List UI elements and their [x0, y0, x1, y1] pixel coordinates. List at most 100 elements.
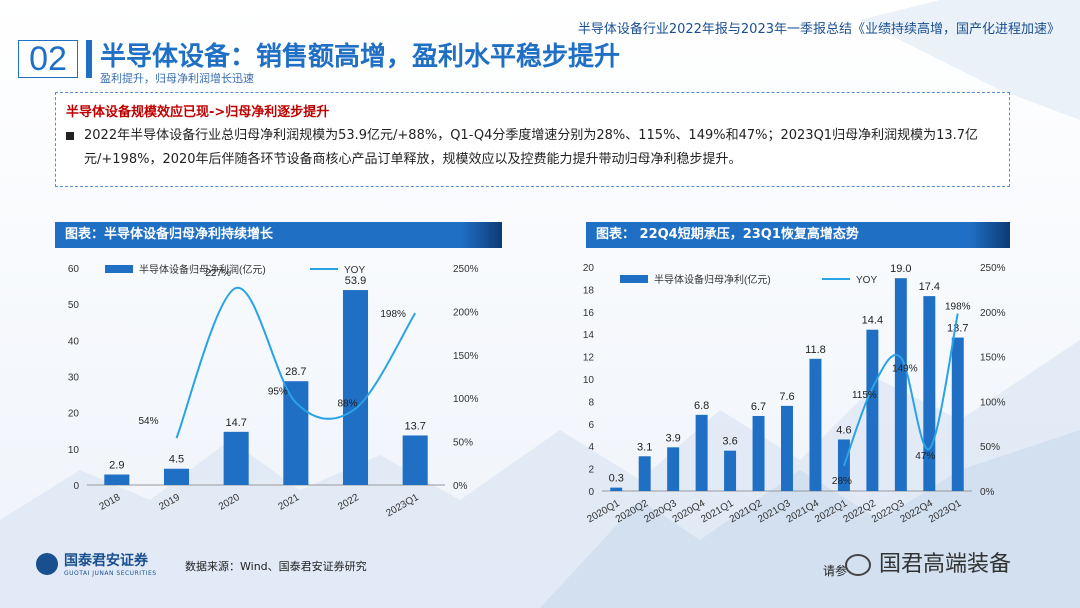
y-tick-label: 10: [583, 375, 595, 386]
y2-tick-label: 50%: [453, 438, 473, 449]
bar-value-label: 6.8: [694, 400, 709, 412]
x-tick-label: 2022: [336, 492, 361, 513]
page-title: 半导体设备：销售额高增，盈利水平稳步提升: [100, 42, 621, 72]
bar: [752, 415, 765, 491]
bar: [402, 435, 428, 485]
y-tick-label: 8: [588, 397, 594, 408]
y2-tick-label: 100%: [980, 397, 1006, 408]
y-tick-label: 50: [68, 300, 80, 311]
y2-tick-label: 200%: [453, 307, 479, 318]
yoy-value-label: 198%: [945, 302, 971, 313]
bar-value-label: 4.6: [836, 424, 851, 436]
bar: [342, 290, 369, 485]
bar: [951, 337, 964, 491]
bar-value-label: 3.9: [666, 432, 681, 444]
logo-en-text: GUOTAI JUNAN SECURITIES: [64, 570, 157, 577]
y-tick-label: 18: [583, 285, 595, 296]
y2-tick-label: 50%: [980, 442, 1000, 453]
y-tick-label: 60: [68, 264, 80, 275]
logo-cn-text: 国泰君安证券: [64, 553, 148, 569]
bar-value-label: 6.7: [751, 401, 766, 413]
yoy-value-label: 28%: [832, 476, 852, 487]
yoy-value-label: 95%: [268, 387, 288, 398]
yoy-value-label: 227%: [205, 268, 231, 279]
bar: [638, 456, 651, 491]
bar-value-label: 3.6: [722, 436, 737, 448]
bar: [223, 431, 249, 485]
left-chart-title: 图表：半导体设备归母净利持续增长: [65, 227, 274, 242]
report-title: 半导体设备行业2022年报与2023年一季报总结《业绩持续高增，国产化进程加速》: [577, 22, 1060, 37]
bar-value-label: 0.3: [609, 473, 624, 485]
x-tick-label: 2020: [217, 492, 242, 513]
bar: [809, 358, 822, 491]
yoy-value-label: 198%: [380, 309, 406, 320]
bar: [923, 296, 936, 491]
header-tail: [970, 222, 1010, 248]
bar-value-label: 2.9: [109, 460, 124, 472]
left-chart-header: 图表：半导体设备归母净利持续增长: [55, 222, 502, 248]
y-tick-label: 4: [588, 442, 594, 453]
bar: [866, 329, 879, 491]
summary-text-block: 2022年半导体设备行业总归母净利润规模为53.9亿元/+88%，Q1-Q4分季…: [66, 124, 999, 172]
bar: [610, 487, 623, 491]
x-tick-label: 2023Q1: [384, 492, 421, 520]
yoy-value-label: 149%: [892, 363, 918, 374]
y-tick-label: 40: [68, 336, 80, 347]
bar: [894, 278, 907, 491]
y-tick-label: 16: [583, 308, 595, 319]
summary-headline: 半导体设备规模效应已现->归母净利逐步提升: [66, 105, 330, 120]
legend-bar-label: 半导体设备归母净利润(亿元): [139, 263, 266, 276]
right-chart: 024681012141618200%50%100%150%200%250%0.…: [583, 263, 1006, 526]
x-tick-label: 2023Q1: [927, 498, 964, 526]
bar: [283, 381, 309, 485]
x-tick-label: 2021: [277, 492, 302, 513]
bar-value-label: 13.7: [947, 323, 968, 335]
company-logo: 国泰君安证券 GUOTAI JUNAN SECURITIES: [36, 550, 157, 577]
bar-value-label: 53.9: [345, 275, 366, 287]
bar: [724, 450, 737, 491]
y-tick-label: 6: [588, 420, 594, 431]
legend-line-label: YOY: [856, 275, 877, 286]
bar-value-label: 7.6: [779, 391, 794, 403]
bar-value-label: 4.5: [169, 454, 184, 466]
right-chart-header: 图表： 22Q4短期承压，23Q1恢复高增态势: [586, 222, 1010, 248]
see-more-text: 请参: [823, 564, 848, 578]
bar-value-label: 19.0: [890, 263, 911, 275]
bar: [163, 468, 190, 485]
bar-value-label: 14.4: [862, 315, 883, 327]
legend-bar-swatch: [620, 275, 648, 283]
bar-value-label: 17.4: [919, 281, 940, 293]
bullet-icon: [66, 132, 74, 140]
yoy-line: [842, 313, 959, 467]
y2-tick-label: 0%: [980, 487, 995, 498]
yoy-line: [175, 286, 417, 439]
bar-value-label: 13.7: [404, 420, 425, 432]
bar: [695, 414, 708, 491]
legend-bar-label: 半导体设备归母净利(亿元): [654, 273, 771, 286]
yoy-value-label: 88%: [337, 399, 357, 410]
bar: [781, 405, 793, 491]
yoy-value-label: 115%: [852, 390, 877, 401]
y-tick-label: 0: [588, 487, 594, 498]
x-tick-label: 2018: [98, 492, 123, 513]
y-tick-label: 10: [68, 445, 80, 456]
bar-value-label: 14.7: [225, 417, 246, 429]
summary-box: 半导体设备规模效应已现->归母净利逐步提升 2022年半导体设备行业总归母净利润…: [55, 92, 1010, 187]
wechat-icon: [845, 554, 871, 576]
y2-tick-label: 200%: [980, 308, 1006, 319]
y-tick-label: 20: [68, 409, 80, 420]
wechat-name: 国君高端装备: [879, 552, 1012, 577]
bar-value-label: 11.8: [805, 344, 826, 356]
bar: [104, 474, 130, 485]
y2-tick-label: 250%: [453, 264, 479, 275]
yoy-value-label: 54%: [138, 416, 158, 427]
y-tick-label: 30: [68, 373, 80, 384]
y-tick-label: 0: [73, 481, 79, 492]
logo-icon: [36, 552, 58, 575]
page-subtitle: 盈利提升，归母净利润增长迅速: [100, 72, 254, 85]
legend-line-label: YOY: [344, 265, 365, 276]
x-tick-label: 2019: [157, 492, 182, 513]
y2-tick-label: 100%: [453, 394, 479, 405]
right-chart-title: 图表： 22Q4短期承压，23Q1恢复高增态势: [596, 227, 859, 242]
y2-tick-label: 150%: [980, 353, 1006, 364]
